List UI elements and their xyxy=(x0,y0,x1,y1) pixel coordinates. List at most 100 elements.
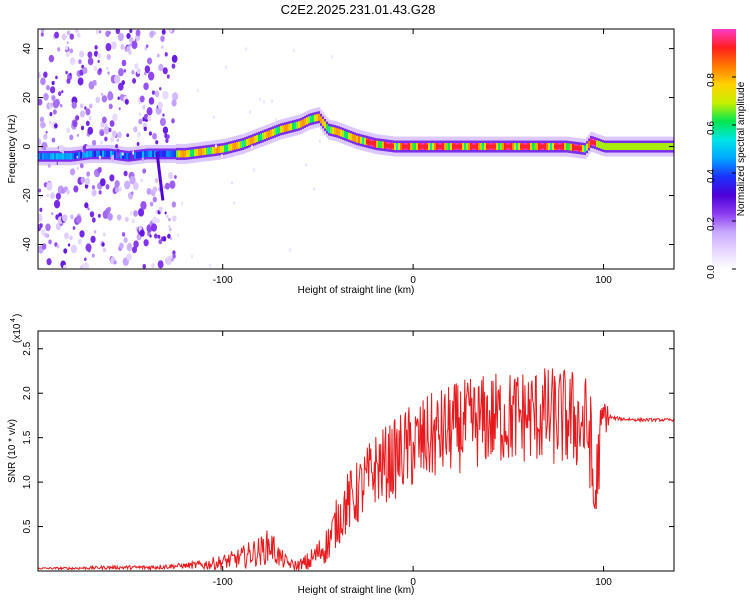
heatmap-cell xyxy=(54,98,60,107)
heatmap-cell xyxy=(526,144,529,149)
heatmap-cell xyxy=(54,153,57,160)
heatmap-cell xyxy=(41,122,46,128)
heatmap-cell xyxy=(157,260,164,269)
heatmap-cell xyxy=(610,143,613,151)
heatmap-cell xyxy=(38,71,41,79)
heatmap-cell xyxy=(166,74,170,79)
heatmap-cell xyxy=(123,170,128,177)
heatmap-cell xyxy=(430,143,433,151)
spectrogram-panel: -100 0 100 40 20 0 -20 -40 Height of straight … xyxy=(7,28,675,296)
heatmap-cell xyxy=(54,242,58,247)
heatmap-cell xyxy=(120,152,123,159)
heatmap-cell xyxy=(127,242,132,249)
heatmap-cell xyxy=(215,144,217,149)
heatmap-cell xyxy=(45,223,51,232)
heatmap-cell xyxy=(78,59,82,65)
heatmap-cell xyxy=(574,145,577,150)
heatmap-cell xyxy=(516,143,519,151)
heatmap-cell xyxy=(43,93,49,101)
heatmap-cell xyxy=(88,150,91,158)
colorbar-tick-label: 0.0 xyxy=(706,265,717,279)
heatmap-cell xyxy=(474,144,477,149)
heatmap-cell xyxy=(230,143,233,151)
heatmap-cell xyxy=(414,143,417,151)
heatmap-cell xyxy=(168,29,173,33)
heatmap-cell xyxy=(159,87,162,91)
heatmap-cell xyxy=(84,106,87,110)
heatmap-cell xyxy=(126,253,132,261)
y-tick-label: 1.0 xyxy=(22,475,33,489)
heatmap-cell xyxy=(514,143,517,151)
heatmap-cell xyxy=(49,111,53,117)
heatmap-cell xyxy=(100,150,103,158)
heatmap-cell xyxy=(85,120,90,127)
heatmap-cell xyxy=(196,148,199,156)
heatmap-cell xyxy=(137,131,142,138)
heatmap-cell xyxy=(98,213,101,218)
heatmap-cell xyxy=(251,145,253,150)
heatmap-cell xyxy=(78,152,81,159)
heatmap-cell xyxy=(84,151,87,158)
heatmap-cell xyxy=(212,146,215,154)
heatmap-cell xyxy=(152,132,157,140)
heatmap-cell xyxy=(172,253,176,259)
heatmap-cell xyxy=(51,137,56,143)
heatmap-cell xyxy=(82,67,88,74)
heatmap-cell xyxy=(408,144,411,149)
heatmap-cell xyxy=(79,110,86,118)
heatmap-cell xyxy=(622,143,625,151)
heatmap-cell xyxy=(500,143,503,151)
heatmap-cell xyxy=(153,233,158,239)
heatmap-cell xyxy=(174,150,177,158)
heatmap-cell xyxy=(246,138,249,146)
heatmap-cell xyxy=(71,101,77,109)
heatmap-cell xyxy=(149,234,152,238)
heatmap-cell xyxy=(82,151,85,159)
heatmap-cell xyxy=(143,113,149,120)
heatmap-cell xyxy=(77,238,82,245)
heatmap-cell xyxy=(115,29,121,35)
heatmap-cell xyxy=(328,126,331,134)
heatmap-cell xyxy=(466,143,469,151)
heatmap-cell xyxy=(664,143,667,151)
heatmap-cell xyxy=(312,115,315,123)
heatmap-cell xyxy=(276,127,279,135)
heatmap-cell xyxy=(162,236,167,242)
heatmap-cell xyxy=(286,124,289,132)
spectrogram-x-ticks: -100 0 100 xyxy=(213,29,612,286)
heatmap-cell xyxy=(67,30,71,36)
heatmap-cell xyxy=(97,167,102,173)
heatmap-cell xyxy=(120,44,125,50)
heatmap-cell xyxy=(124,180,131,190)
heatmap-cell xyxy=(129,29,133,34)
heatmap-cell xyxy=(87,207,90,211)
heatmap-cell xyxy=(298,121,301,129)
heatmap-cell xyxy=(384,143,387,148)
heatmap-cell xyxy=(218,146,221,154)
heatmap-cell xyxy=(590,139,593,144)
heatmap-cell xyxy=(109,120,115,127)
heatmap-cell xyxy=(630,143,633,151)
heatmap-cell xyxy=(518,143,521,151)
snr-y-ticks: 0.5 1.0 1.5 2.0 2.5 xyxy=(22,341,674,534)
heatmap-cell xyxy=(177,233,179,238)
heatmap-cell xyxy=(76,133,79,137)
heatmap-cell xyxy=(181,201,183,206)
y-tick-label: 40 xyxy=(22,43,33,55)
heatmap-cell xyxy=(170,150,173,158)
y-tick-label: 0.5 xyxy=(22,519,33,533)
heatmap-cell xyxy=(334,127,337,135)
heatmap-cell xyxy=(424,144,427,149)
heatmap-cell xyxy=(208,147,211,155)
heatmap-cell xyxy=(272,128,275,136)
heatmap-cell xyxy=(158,239,163,245)
heatmap-cell xyxy=(107,213,113,221)
heatmap-cell xyxy=(43,71,48,78)
heatmap-cell xyxy=(117,96,120,100)
heatmap-cell xyxy=(92,189,97,196)
heatmap-cell xyxy=(160,35,165,42)
heatmap-cell xyxy=(256,135,259,143)
heatmap-cell xyxy=(534,143,537,151)
heatmap-cell xyxy=(111,130,117,138)
heatmap-cell xyxy=(340,129,343,137)
